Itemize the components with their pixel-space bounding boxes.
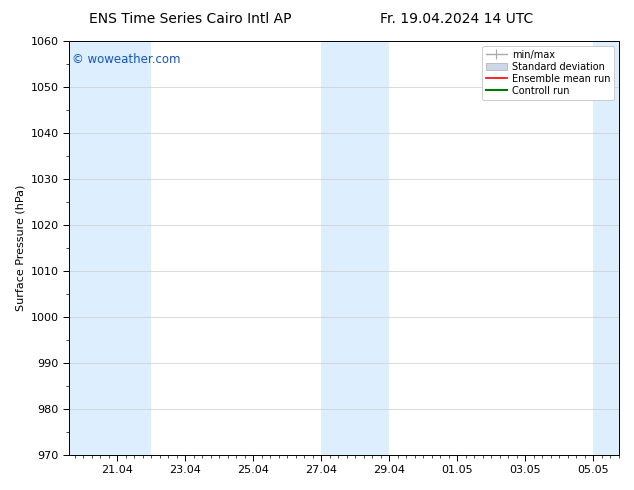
Bar <box>321 41 389 455</box>
Bar <box>593 41 619 455</box>
Text: ENS Time Series Cairo Intl AP: ENS Time Series Cairo Intl AP <box>89 12 292 26</box>
Text: © woweather.com: © woweather.com <box>72 53 180 67</box>
Bar <box>69 41 152 455</box>
Text: Fr. 19.04.2024 14 UTC: Fr. 19.04.2024 14 UTC <box>380 12 533 26</box>
Y-axis label: Surface Pressure (hPa): Surface Pressure (hPa) <box>15 185 25 311</box>
Legend: min/max, Standard deviation, Ensemble mean run, Controll run: min/max, Standard deviation, Ensemble me… <box>482 46 614 99</box>
